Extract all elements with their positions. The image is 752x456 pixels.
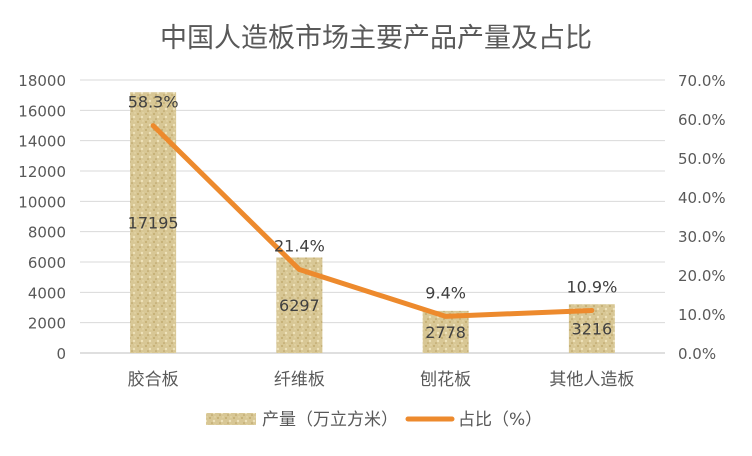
left-tick-label: 16000 [18, 102, 66, 120]
bar [130, 92, 177, 353]
category-label: 胶合板 [128, 370, 179, 390]
legend: 产量（万立方米） 占比（%） [206, 410, 542, 430]
bar-value-label: 2778 [425, 323, 466, 342]
line-series [150, 123, 595, 319]
left-tick-label: 2000 [28, 315, 66, 333]
bar-value-label: 6297 [279, 296, 320, 315]
legend-label-line: 占比（%） [458, 410, 542, 430]
bar-value-label: 17195 [128, 214, 179, 233]
legend-swatch-bar [206, 413, 256, 425]
left-tick-label: 12000 [18, 163, 66, 181]
line-point [151, 123, 156, 128]
chart-title: 中国人造板市场主要产品产量及占比 [160, 23, 592, 54]
left-tick-label: 18000 [18, 72, 66, 90]
category-label: 纤维板 [274, 370, 325, 390]
left-tick-label: 10000 [18, 193, 66, 211]
bar-value-label: 3216 [572, 320, 613, 339]
right-tick-label: 50.0% [678, 150, 726, 168]
right-tick-label: 0.0% [678, 345, 716, 363]
left-tick-label: 8000 [28, 224, 66, 242]
left-tick-label: 6000 [28, 254, 66, 272]
left-tick-label: 14000 [18, 133, 66, 151]
right-tick-label: 20.0% [678, 267, 726, 285]
line-point [297, 267, 302, 272]
category-label: 刨花板 [420, 370, 471, 390]
line-point [589, 308, 594, 313]
line-value-label: 10.9% [566, 277, 617, 296]
line-value-label: 21.4% [274, 237, 325, 256]
legend-label-bar: 产量（万立方米） [262, 410, 398, 430]
right-tick-label: 10.0% [678, 306, 726, 324]
line-value-label: 58.3% [128, 93, 179, 112]
line-point [443, 314, 448, 319]
line-value-label: 9.4% [425, 283, 466, 302]
right-tick-label: 30.0% [678, 228, 726, 246]
left-tick-label: 4000 [28, 284, 66, 302]
right-tick-label: 40.0% [678, 189, 726, 207]
right-tick-label: 60.0% [678, 111, 726, 129]
left-tick-label: 0 [56, 345, 66, 363]
category-label: 其他人造板 [549, 370, 634, 390]
right-tick-label: 70.0% [678, 72, 726, 90]
